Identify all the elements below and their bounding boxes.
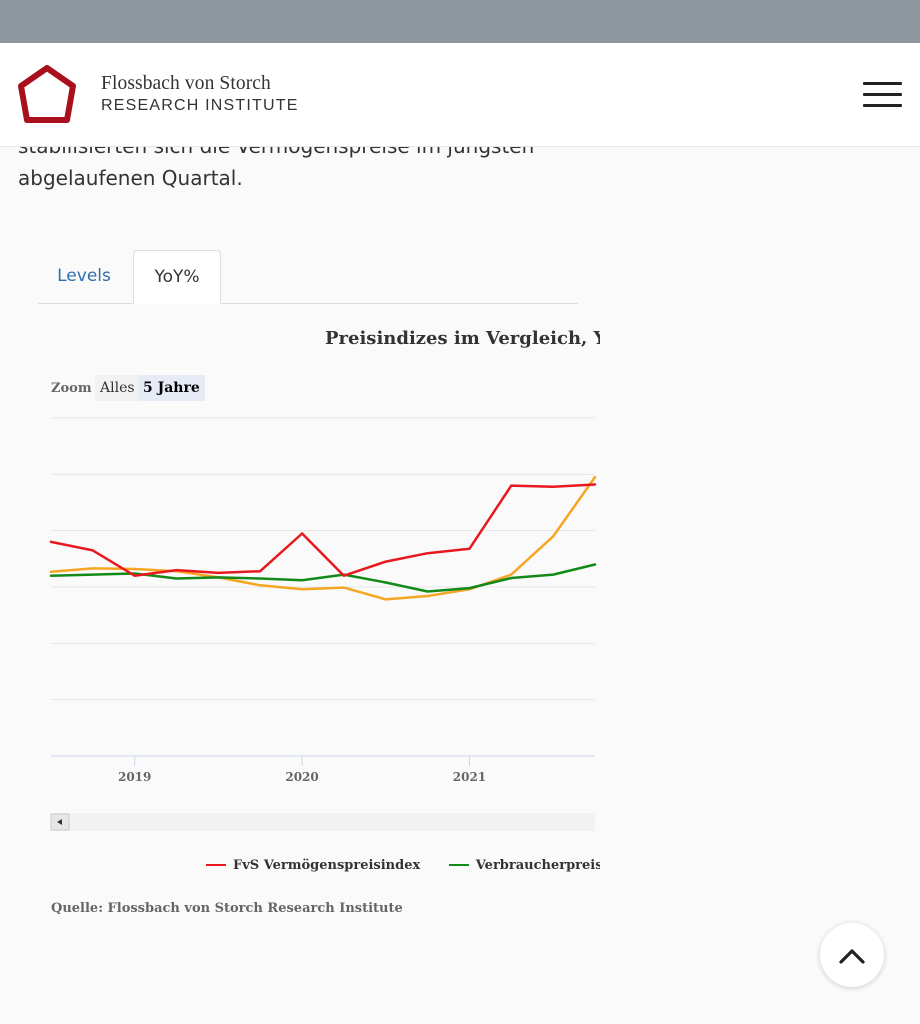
navigator-track [51, 813, 595, 831]
data-point [594, 564, 595, 565]
hamburger-icon [863, 82, 902, 85]
data-point [176, 570, 177, 571]
data-point [385, 561, 386, 562]
tab-yoy[interactable]: YoY% [133, 250, 221, 304]
data-point [218, 572, 219, 573]
line-chart: 2019 2020 2021 [49, 417, 597, 831]
data-point [176, 578, 177, 579]
data-point [134, 573, 135, 574]
data-point [301, 580, 302, 581]
legend-item-fvs[interactable]: FvS Vermögenspreisindex [206, 858, 420, 873]
data-point [50, 575, 51, 576]
back-to-top-button[interactable] [820, 923, 884, 987]
data-point [260, 571, 261, 572]
zoom-5-years-button[interactable]: 5 Jahre [138, 375, 205, 401]
brand-subtitle: RESEARCH INSTITUTE [101, 97, 299, 114]
zoom-all-button[interactable]: Alles [95, 375, 140, 401]
data-point [553, 486, 554, 487]
data-point [594, 477, 595, 478]
chart-container: 2019 2020 2021 Preisindizes im Vergleich, … [0, 320, 600, 930]
chart-tabs: Levels YoY% [38, 250, 578, 304]
data-point [50, 571, 51, 572]
data-point [343, 575, 344, 576]
series-line [49, 483, 597, 577]
data-point [92, 550, 93, 551]
data-point [92, 568, 93, 569]
x-tick-label: 2019 [118, 770, 151, 784]
data-point [427, 595, 428, 596]
data-point [553, 574, 554, 575]
logo-icon[interactable] [17, 65, 77, 125]
legend-swatch [206, 863, 226, 866]
series-line [49, 475, 597, 601]
menu-button[interactable] [860, 79, 906, 111]
data-point [92, 574, 93, 575]
x-tick-label: 2020 [285, 770, 318, 784]
chevron-up-icon [839, 949, 865, 964]
intro-line-2: abgelaufenen Quartal. [18, 166, 243, 190]
data-point [511, 577, 512, 578]
data-point [594, 484, 595, 485]
data-point [469, 548, 470, 549]
brand-name: Flossbach von Storch [101, 73, 271, 94]
legend-item-verbraucherpreise[interactable]: Verbraucherpreise [448, 858, 600, 873]
triangle-left-icon [57, 819, 62, 825]
data-point [260, 578, 261, 579]
zoom-label: Zoom [51, 381, 92, 396]
data-point [218, 577, 219, 578]
data-point [50, 541, 51, 542]
chart-legend: FvS Vermögenspreisindex Verbraucherpreis… [206, 858, 600, 873]
data-point [301, 533, 302, 534]
legend-swatch [448, 863, 469, 866]
data-point [385, 599, 386, 600]
data-point [343, 587, 344, 588]
data-point [385, 582, 386, 583]
data-point [260, 585, 261, 586]
data-point [511, 485, 512, 486]
data-point [511, 574, 512, 575]
tab-levels[interactable]: Levels [57, 266, 111, 286]
data-point [134, 575, 135, 576]
chart-source: Quelle: Flossbach von Storch Research In… [51, 901, 403, 916]
data-point [553, 536, 554, 537]
data-point [301, 589, 302, 590]
data-point [469, 588, 470, 589]
status-bar [0, 0, 920, 43]
data-point [427, 591, 428, 592]
x-tick-label: 2021 [453, 770, 486, 784]
data-point [134, 568, 135, 569]
site-header: Flossbach von Storch RESEARCH INSTITUTE [0, 43, 920, 147]
chart-title: Preisindizes im Vergleich, YoY [325, 328, 600, 349]
data-point [427, 553, 428, 554]
